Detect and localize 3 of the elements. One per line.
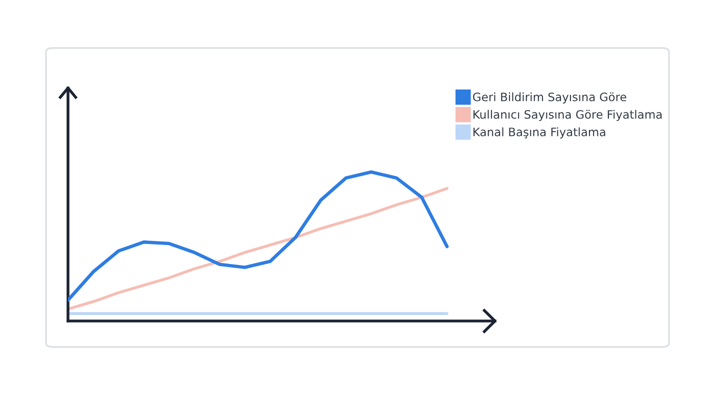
legend-label: Kullanıcı Sayısına Göre Fiyatlama [473, 110, 662, 122]
legend-label: Geri Bildirim Sayısına Göre [473, 92, 626, 104]
legend-label: Kanal Başına Fiyatlama [473, 127, 606, 139]
